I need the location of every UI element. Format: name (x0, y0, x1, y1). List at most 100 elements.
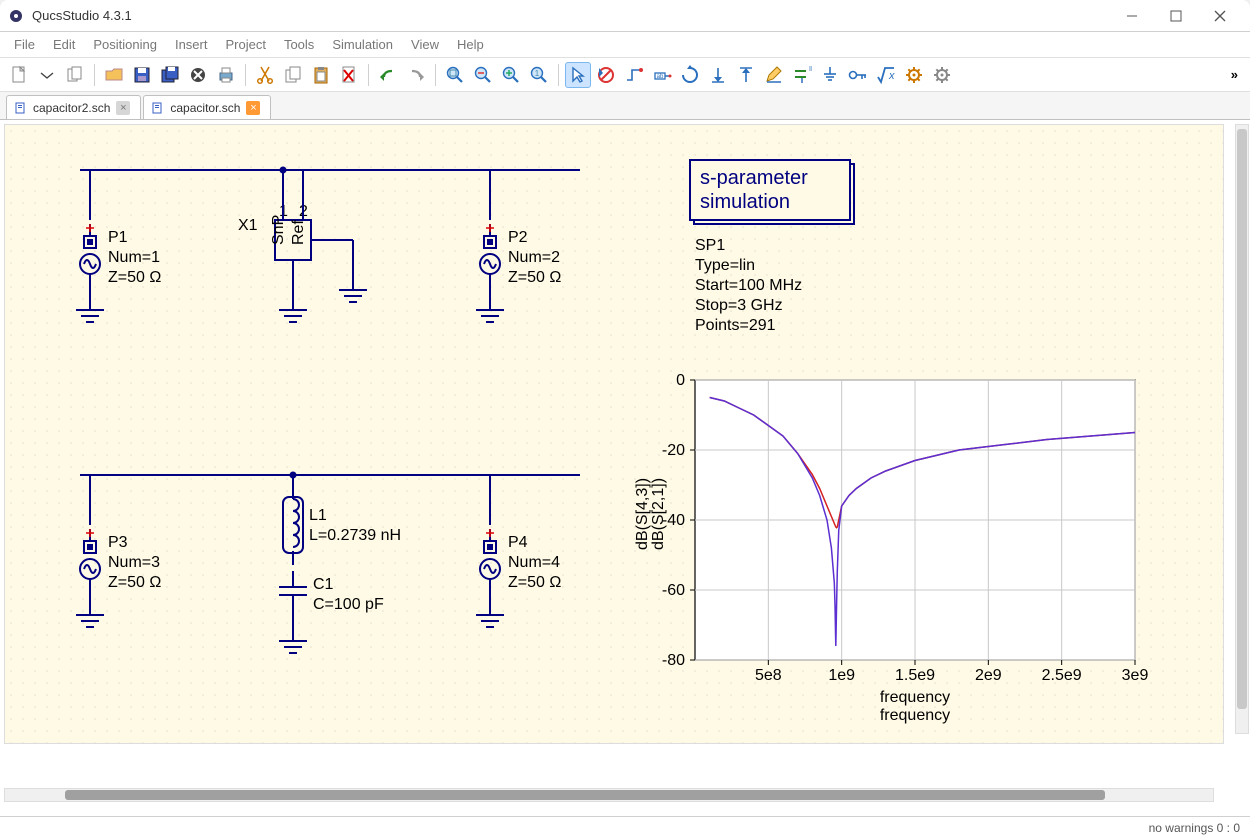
statusbar: no warnings 0 : 0 (0, 816, 1250, 838)
toolbar-cut-icon[interactable] (252, 62, 278, 88)
menu-file[interactable]: File (6, 34, 43, 55)
svg-text:Start=100 MHz: Start=100 MHz (695, 277, 802, 294)
menu-project[interactable]: Project (217, 34, 273, 55)
tab-close-icon[interactable]: × (116, 101, 130, 115)
svg-text:x: x (888, 70, 895, 82)
workarea: P1Num=1Z=50 ΩSnPRef12X1P2Num=2Z=50 ΩP3Nu… (0, 120, 1250, 816)
titlebar: QucsStudio 4.3.1 (0, 0, 1250, 32)
svg-text:P4: P4 (508, 534, 528, 551)
svg-text:SP1: SP1 (695, 237, 725, 254)
toolbar-undo-icon[interactable] (375, 62, 401, 88)
svg-text:frequency: frequency (880, 689, 950, 706)
toolbar-nametool-icon[interactable]: ab (649, 62, 675, 88)
toolbar-moveup-icon[interactable] (733, 62, 759, 88)
toolbar-copydoc-icon[interactable] (62, 62, 88, 88)
tabbar: capacitor2.sch × capacitor.sch × (0, 92, 1250, 120)
svg-text:C=100 pF: C=100 pF (313, 596, 384, 613)
svg-text:1: 1 (535, 69, 540, 78)
svg-text:frequency: frequency (880, 707, 950, 724)
toolbar-gear2-icon[interactable] (929, 62, 955, 88)
svg-text:dB(S[2,1]): dB(S[2,1]) (650, 478, 667, 550)
toolbar-inserteq-icon[interactable]: IN (789, 62, 815, 88)
svg-text:C1: C1 (313, 576, 334, 593)
svg-text:Num=4: Num=4 (508, 554, 560, 571)
svg-text:L1: L1 (309, 507, 327, 524)
toolbar-overflow-icon[interactable]: » (1225, 67, 1244, 82)
toolbar-zoomin-icon[interactable] (498, 62, 524, 88)
svg-text:s-parameter: s-parameter (700, 167, 808, 189)
svg-text:2e9: 2e9 (975, 667, 1002, 684)
menu-tools[interactable]: Tools (276, 34, 322, 55)
toolbar-zoomfit-icon[interactable] (442, 62, 468, 88)
toolbar-redo-icon[interactable] (403, 62, 429, 88)
svg-text:ab: ab (657, 74, 664, 80)
document-icon (15, 102, 27, 114)
toolbar-wiretool-icon[interactable] (621, 62, 647, 88)
svg-text:2.5e9: 2.5e9 (1042, 667, 1082, 684)
toolbar-copy-icon[interactable] (280, 62, 306, 88)
toolbar-zoomreset-icon[interactable]: 1 (526, 62, 552, 88)
maximize-button[interactable] (1154, 1, 1198, 31)
minimize-button[interactable] (1110, 1, 1154, 31)
tab-label: capacitor2.sch (33, 101, 110, 115)
svg-text:Z=50 Ω: Z=50 Ω (108, 574, 161, 591)
toolbar-gear1-icon[interactable] (901, 62, 927, 88)
svg-text:P3: P3 (108, 534, 128, 551)
menubar: File Edit Positioning Insert Project Too… (0, 32, 1250, 58)
document-icon (152, 102, 164, 114)
svg-text:IN: IN (809, 66, 812, 73)
scrollbar-horizontal[interactable] (4, 788, 1214, 802)
toolbar-zoomout-icon[interactable] (470, 62, 496, 88)
menu-positioning[interactable]: Positioning (85, 34, 165, 55)
toolbar-dropdown-icon[interactable] (34, 62, 60, 88)
scrollbar-vertical[interactable] (1235, 124, 1249, 734)
toolbar-open-icon[interactable] (101, 62, 127, 88)
svg-text:L=0.2739 nH: L=0.2739 nH (309, 527, 401, 544)
svg-text:Z=50 Ω: Z=50 Ω (508, 269, 561, 286)
toolbar-rotate-icon[interactable] (677, 62, 703, 88)
tab-0[interactable]: capacitor2.sch × (6, 95, 141, 119)
toolbar-delete-icon[interactable] (336, 62, 362, 88)
svg-text:Z=50 Ω: Z=50 Ω (508, 574, 561, 591)
toolbar-pointer-icon[interactable] (565, 62, 591, 88)
svg-text:-60: -60 (662, 582, 685, 599)
toolbar-movedown-icon[interactable] (705, 62, 731, 88)
schematic-canvas[interactable]: P1Num=1Z=50 ΩSnPRef12X1P2Num=2Z=50 ΩP3Nu… (4, 124, 1224, 744)
toolbar-print-icon[interactable] (213, 62, 239, 88)
menu-help[interactable]: Help (449, 34, 492, 55)
menu-simulation[interactable]: Simulation (324, 34, 401, 55)
toolbar-close-icon[interactable] (185, 62, 211, 88)
app-icon (8, 8, 24, 24)
toolbar-sqrtx-icon[interactable]: x (873, 62, 899, 88)
svg-text:Stop=3 GHz: Stop=3 GHz (695, 297, 783, 314)
svg-text:Type=lin: Type=lin (695, 257, 755, 274)
svg-text:Points=291: Points=291 (695, 317, 776, 334)
window-title: QucsStudio 4.3.1 (32, 8, 1110, 23)
svg-text:0: 0 (676, 372, 685, 389)
svg-text:-80: -80 (662, 652, 685, 669)
toolbar-save-icon[interactable] (129, 62, 155, 88)
status-text: no warnings 0 : 0 (1149, 821, 1240, 835)
toolbar-new-icon[interactable] (6, 62, 32, 88)
menu-insert[interactable]: Insert (167, 34, 216, 55)
svg-text:Z=50 Ω: Z=50 Ω (108, 269, 161, 286)
menu-edit[interactable]: Edit (45, 34, 83, 55)
svg-text:5e8: 5e8 (755, 667, 782, 684)
close-button[interactable] (1198, 1, 1242, 31)
toolbar-saveall-icon[interactable] (157, 62, 183, 88)
svg-text:Num=1: Num=1 (108, 249, 160, 266)
toolbar-ground-icon[interactable] (817, 62, 843, 88)
svg-text:dB(S[4,3]): dB(S[4,3]) (634, 478, 651, 550)
svg-text:Ref: Ref (290, 220, 307, 245)
svg-text:P2: P2 (508, 229, 528, 246)
toolbar-edit-icon[interactable] (761, 62, 787, 88)
toolbar-key-icon[interactable] (845, 62, 871, 88)
toolbar: 1 ab IN x » (0, 58, 1250, 92)
toolbar-paste-icon[interactable] (308, 62, 334, 88)
tab-1[interactable]: capacitor.sch × (143, 95, 271, 119)
toolbar-noentry-icon[interactable] (593, 62, 619, 88)
tab-close-icon[interactable]: × (246, 101, 260, 115)
menu-view[interactable]: View (403, 34, 447, 55)
svg-text:X1: X1 (238, 217, 258, 234)
tab-label: capacitor.sch (170, 101, 240, 115)
